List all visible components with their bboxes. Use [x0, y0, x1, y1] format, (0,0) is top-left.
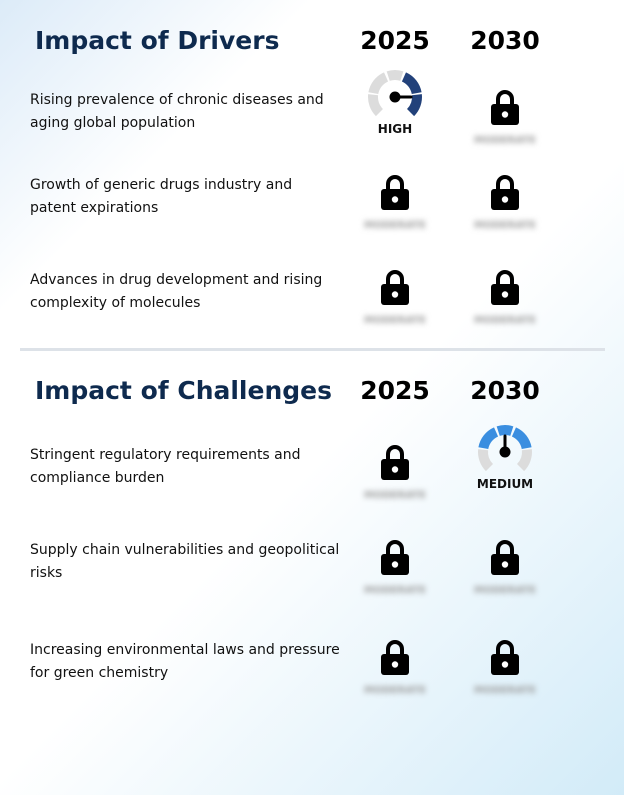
hidden-level-text: MODERATE — [364, 685, 426, 696]
driver-label: Growth of generic drugs industry and pat… — [30, 177, 293, 216]
hidden-level-text: MODERATE — [474, 135, 536, 146]
lock-icon — [491, 175, 519, 210]
drivers-title: Impact of Drivers — [35, 26, 280, 55]
challenges-year-2030: 2030 — [470, 376, 540, 405]
section-divider — [20, 348, 605, 351]
challenges-title: Impact of Challenges — [35, 376, 332, 405]
lock-icon — [491, 640, 519, 675]
challenge-label: Supply chain vulnerabilities and geopoli… — [30, 542, 340, 581]
locked-cell[interactable]: MODERATE — [350, 444, 440, 524]
locked-cell[interactable]: MODERATE — [350, 174, 440, 254]
gauge-icon — [478, 425, 532, 472]
hidden-level-text: MODERATE — [364, 220, 426, 231]
challenges-row: Supply chain vulnerabilities and geopoli… — [0, 539, 624, 619]
impact-level-label: MEDIUM — [476, 477, 534, 491]
hidden-level-text: MODERATE — [474, 220, 536, 231]
impact-level-label: HIGH — [377, 122, 413, 136]
gauge-cell: MEDIUM — [460, 425, 550, 524]
hidden-level-text: MODERATE — [364, 585, 426, 596]
drivers-row: Advances in drug development and rising … — [0, 269, 624, 349]
challenges-row: Stringent regulatory requirements and co… — [0, 425, 624, 524]
lock-icon — [381, 175, 409, 210]
lock-icon — [381, 540, 409, 575]
drivers-year-2025: 2025 — [360, 26, 430, 55]
lock-icon — [491, 540, 519, 575]
drivers-row: Growth of generic drugs industry and pat… — [0, 174, 624, 254]
drivers-year-2030: 2030 — [470, 26, 540, 55]
driver-label: Rising prevalence of chronic diseases an… — [30, 92, 324, 131]
lock-icon — [491, 270, 519, 305]
challenges-row: Increasing environmental laws and pressu… — [0, 639, 624, 719]
locked-cell[interactable]: MODERATE — [460, 89, 550, 169]
driver-label: Advances in drug development and rising … — [30, 272, 323, 311]
challenges-section: Impact of Challenges 2025 2030 Stringent… — [0, 350, 624, 795]
locked-cell[interactable]: MODERATE — [350, 269, 440, 349]
challenge-label: Stringent regulatory requirements and co… — [30, 447, 301, 486]
drivers-row: Rising prevalence of chronic diseases an… — [0, 70, 624, 169]
hidden-level-text: MODERATE — [474, 585, 536, 596]
challenge-label: Increasing environmental laws and pressu… — [30, 642, 340, 681]
locked-cell[interactable]: MODERATE — [460, 539, 550, 619]
lock-icon — [491, 90, 519, 125]
drivers-section: Impact of Drivers 2025 2030 Rising preva… — [0, 0, 624, 345]
lock-icon — [381, 445, 409, 480]
gauge-icon — [368, 70, 422, 117]
locked-cell[interactable]: MODERATE — [350, 639, 440, 719]
gauge-cell: HIGH — [350, 70, 440, 169]
locked-cell[interactable]: MODERATE — [460, 639, 550, 719]
challenges-year-2025: 2025 — [360, 376, 430, 405]
hidden-level-text: MODERATE — [474, 685, 536, 696]
hidden-level-text: MODERATE — [474, 315, 536, 326]
locked-cell[interactable]: MODERATE — [460, 269, 550, 349]
hidden-level-text: MODERATE — [364, 315, 426, 326]
locked-cell[interactable]: MODERATE — [350, 539, 440, 619]
locked-cell[interactable]: MODERATE — [460, 174, 550, 254]
hidden-level-text: MODERATE — [364, 490, 426, 501]
lock-icon — [381, 270, 409, 305]
lock-icon — [381, 640, 409, 675]
